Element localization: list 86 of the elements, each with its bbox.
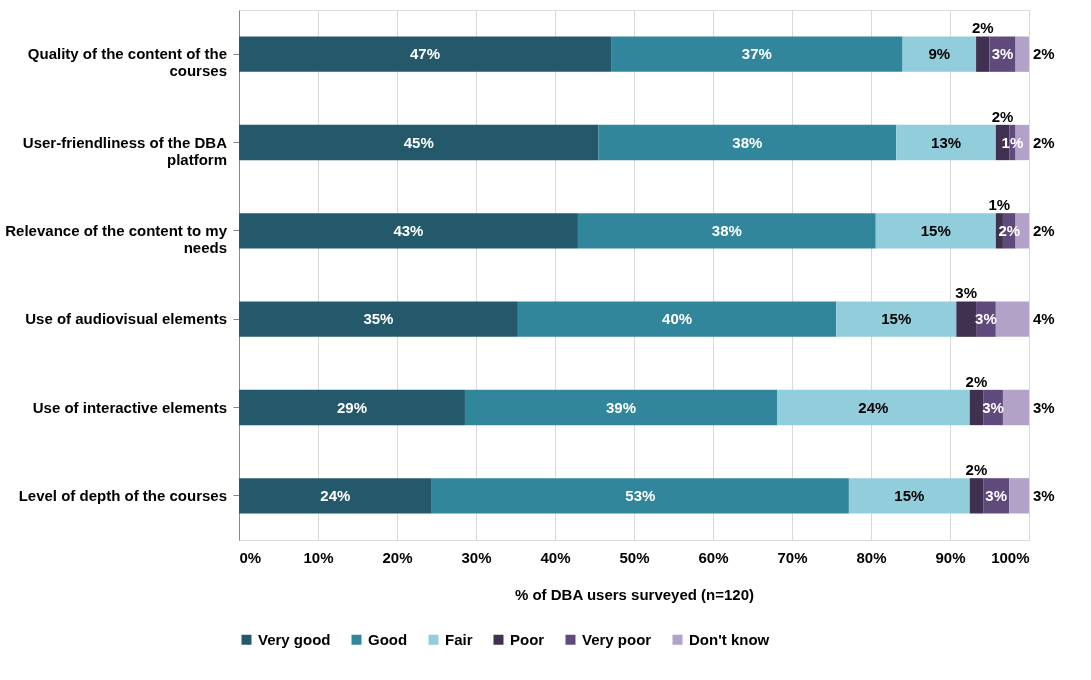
bar	[577, 213, 876, 249]
data-label: 38%	[711, 221, 742, 239]
data-label: 2%	[965, 460, 988, 478]
data-label: 35%	[363, 310, 394, 328]
data-label: 39%	[605, 398, 636, 416]
data-label: 43%	[393, 221, 424, 239]
legend-label: Don't know	[689, 630, 770, 648]
y-tick-label: Use of interactive elements	[32, 398, 227, 416]
data-label: 29%	[336, 398, 367, 416]
bar	[239, 213, 578, 249]
data-label: 1%	[1001, 133, 1024, 151]
data-label: 3%	[991, 45, 1014, 63]
data-label: 2%	[971, 19, 994, 37]
y-tick-label: Relevance of the content to my needs	[5, 221, 228, 256]
legend-label: Poor	[510, 630, 545, 648]
data-label: 2%	[991, 107, 1014, 125]
data-label: 37%	[741, 45, 772, 63]
data-label: 2%	[998, 221, 1021, 239]
x-axis-title: % of DBA users surveyed (n=120)	[514, 585, 755, 603]
data-label: 3%	[982, 398, 1004, 416]
data-label: 24%	[858, 398, 889, 416]
data-label: 2%	[1033, 133, 1055, 151]
bar	[776, 389, 970, 426]
bar	[956, 301, 977, 337]
bar	[896, 124, 996, 161]
data-label: 3%	[1033, 486, 1055, 504]
bar	[1002, 389, 1029, 426]
bar	[836, 301, 957, 337]
bar	[1015, 36, 1029, 72]
data-label: 1%	[988, 195, 1011, 213]
bar	[239, 36, 612, 72]
data-label: 53%	[625, 486, 656, 504]
bar	[969, 389, 984, 426]
bar	[517, 301, 837, 337]
data-label: 2%	[965, 372, 988, 390]
bar	[969, 478, 984, 514]
data-label: 24%	[320, 486, 351, 504]
x-tick-label: 30%	[461, 548, 492, 566]
y-tick-label: Use of audiovisual elements	[25, 310, 227, 328]
data-label: 15%	[920, 221, 951, 239]
x-tick-label: 10%	[303, 548, 334, 566]
data-label: 2%	[1033, 45, 1055, 63]
bar	[598, 124, 897, 161]
bar	[902, 36, 977, 72]
legend-label: Very good	[258, 630, 331, 648]
legend-label: Fair	[445, 630, 473, 648]
data-label: 3%	[1033, 398, 1055, 416]
data-label: 3%	[975, 310, 997, 328]
y-tick-label: Quality of the content of the courses	[27, 45, 227, 80]
x-tick-label: 70%	[777, 548, 808, 566]
data-label: 38%	[732, 133, 763, 151]
bar	[611, 36, 903, 72]
bar	[976, 36, 990, 72]
data-label: 15%	[894, 486, 925, 504]
bar	[239, 478, 432, 514]
bar	[239, 124, 599, 161]
data-label: 47%	[410, 45, 441, 63]
bar	[995, 301, 1029, 337]
y-tick-label: Level of depth of the courses	[18, 486, 227, 504]
legend-label: Good	[368, 630, 408, 648]
bar	[239, 301, 518, 337]
legend-label: Very poor	[582, 630, 652, 648]
data-label: 40%	[662, 310, 693, 328]
bar	[431, 478, 849, 514]
x-tick-label: 20%	[382, 548, 413, 566]
data-label: 4%	[1033, 310, 1055, 328]
x-tick-label: 80%	[856, 548, 887, 566]
y-tick-label: User-friendliness of the DBA platform	[22, 133, 228, 168]
data-label: 9%	[928, 45, 951, 63]
x-tick-label: 90%	[935, 548, 966, 566]
data-label: 3%	[955, 284, 978, 302]
x-tick-label: 40%	[540, 548, 571, 566]
data-label: 13%	[931, 133, 962, 151]
bar	[1009, 478, 1029, 514]
data-label: 45%	[403, 133, 434, 151]
x-tick-label: 100%	[991, 548, 1030, 566]
data-label: 15%	[881, 310, 912, 328]
x-tick-label: 0%	[239, 548, 262, 566]
bar	[239, 389, 465, 426]
x-tick-label: 50%	[619, 548, 650, 566]
bar	[848, 478, 970, 514]
bar	[875, 213, 996, 249]
data-label: 3%	[985, 486, 1008, 504]
data-label: 2%	[1033, 221, 1055, 239]
x-tick-label: 60%	[698, 548, 729, 566]
bar	[464, 389, 777, 426]
